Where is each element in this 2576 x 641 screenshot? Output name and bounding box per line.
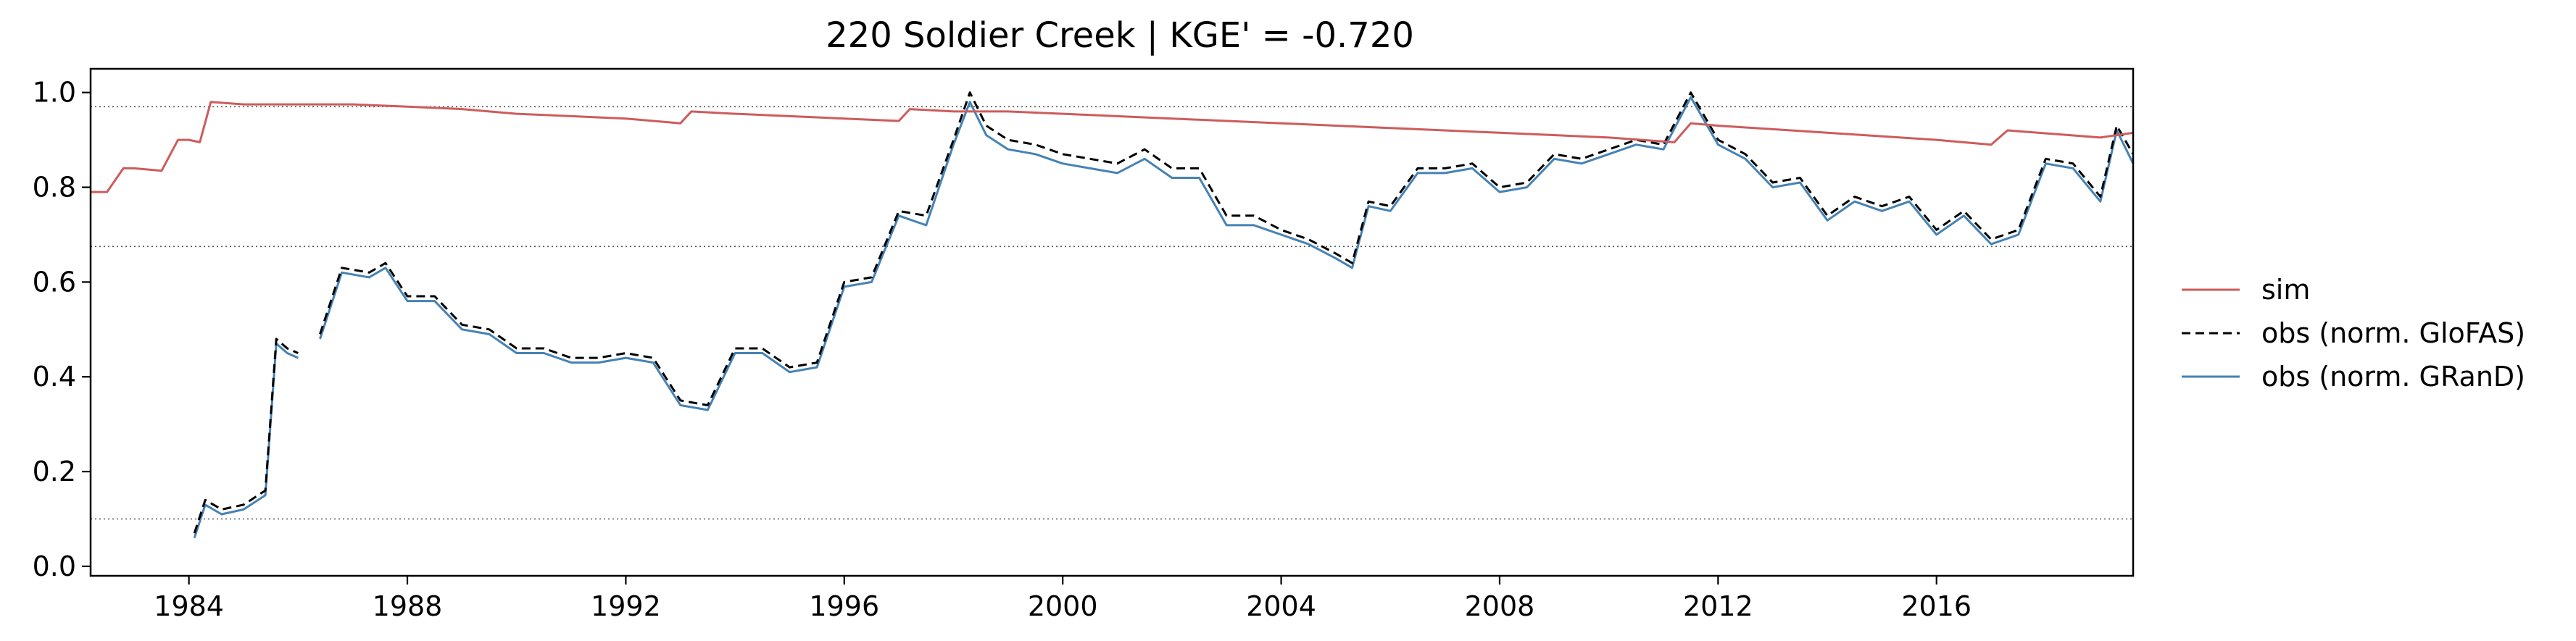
plot-frame — [89, 67, 2135, 577]
x-tick-label: 2000 — [1028, 590, 1098, 622]
x-tick-label: 2016 — [1901, 590, 1972, 622]
x-tick-label: 2012 — [1683, 590, 1753, 622]
legend-label-1: obs (norm. GloFAS) — [2261, 317, 2525, 349]
chart-title: 220 Soldier Creek | KGE' = -0.720 — [826, 15, 1414, 56]
x-tick-label: 2004 — [1246, 590, 1316, 622]
legend: sim obs (norm. GloFAS) obs (norm. GRanD) — [2182, 274, 2525, 393]
x-tick-label: 1984 — [154, 590, 224, 622]
y-tick-label: 1.0 — [33, 77, 76, 109]
legend-label-2: obs (norm. GRanD) — [2261, 361, 2525, 393]
y-tick-label: 0.6 — [33, 266, 76, 298]
x-tick-label: 1988 — [373, 590, 443, 622]
series-line-1 — [193, 91, 2133, 534]
series-line-2 — [193, 96, 2133, 539]
x-tick-label: 2008 — [1465, 590, 1535, 622]
x-tick-label: 1992 — [591, 590, 661, 622]
x-tick-label: 1996 — [809, 590, 879, 622]
y-axis: 0.0 0.2 0.4 0.6 0.8 1.0 — [33, 77, 91, 582]
x-axis: 1984 1988 1992 1996 2000 2004 2008 2012 2016 — [154, 576, 1972, 622]
y-tick-label: 0.0 — [33, 550, 76, 582]
series-line-0 — [91, 101, 2133, 193]
y-tick-label: 0.2 — [33, 456, 76, 487]
series-layer — [91, 91, 2133, 539]
y-tick-label: 0.4 — [33, 361, 76, 393]
y-tick-label: 0.8 — [33, 172, 76, 204]
plot-area — [89, 67, 2135, 577]
legend-label-0: sim — [2261, 274, 2310, 306]
